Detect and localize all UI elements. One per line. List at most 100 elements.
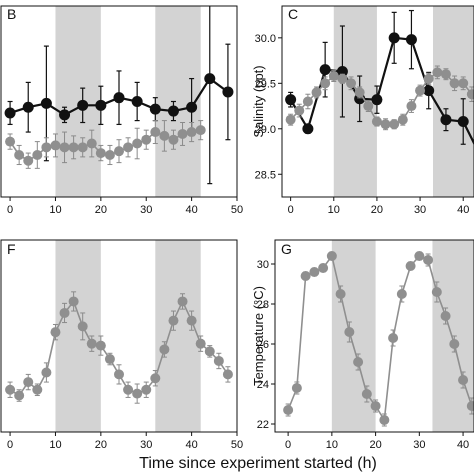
- panel-c-ytick-label-0: 28.5: [255, 169, 276, 181]
- panel-g-ytick-label-3: 28: [257, 299, 269, 311]
- panel-c-gray-point-19: [449, 78, 460, 89]
- panel-c-black-point-0: [285, 94, 297, 106]
- panel-b-black-point-9: [167, 105, 179, 117]
- panel-c-black-point-10: [457, 116, 469, 128]
- panel-c-black-point-3: [336, 65, 348, 77]
- panel-b-black-errorbar-11: [207, 6, 213, 185]
- panel-c-gray-point-4: [320, 78, 331, 89]
- panel-f-gray-point-18: [168, 315, 179, 326]
- panel-f-gray-point-15: [141, 384, 152, 395]
- panel-g-shade-0: [331, 240, 376, 432]
- panel-g-xtick-label-4: 40: [457, 439, 469, 451]
- panel-b-frame: [0, 5, 238, 198]
- panel-c-black-point-8: [423, 85, 435, 97]
- panel-g-gray-point-18: [440, 311, 451, 321]
- panel-b-gray-point-21: [195, 125, 206, 136]
- panel-f-gray-point-19: [177, 296, 188, 307]
- panel-c-black-point-7: [405, 34, 417, 46]
- panel-b-black-point-5: [95, 99, 107, 111]
- panel-c-letter: C: [288, 6, 298, 22]
- panel-b-gray-point-20: [186, 127, 197, 138]
- panel-b-series-gray: [5, 120, 206, 169]
- panel-b-gray-point-4: [41, 142, 52, 153]
- panel-b: 0 10 20 30 40 50 B: [0, 5, 243, 216]
- panel-c-series-gray: [285, 65, 474, 131]
- panel-c-xtick-label-1: 10: [328, 204, 340, 216]
- panel-f-gray-point-8: [77, 321, 88, 332]
- panel-c-gray-point-21: [466, 89, 474, 100]
- panel-g-gray-point-19: [449, 339, 460, 349]
- panel-b-xtick-label-5: 50: [231, 204, 243, 216]
- panel-g-gray-point-3: [309, 267, 320, 277]
- panel-g-gray-point-7: [344, 327, 355, 337]
- panel-b-black-point-8: [149, 103, 161, 115]
- panel-c-gray-point-0: [285, 114, 296, 125]
- panel-b-gray-point-3: [32, 149, 43, 160]
- panel-f-xtick-label-2: 20: [95, 439, 107, 451]
- panel-b-shade-0: [55, 6, 101, 197]
- panel-b-gray-point-1: [14, 149, 25, 160]
- panel-f: 0 10 20 30 40 50 F: [0, 239, 243, 451]
- panel-g-gray-point-1: [291, 383, 302, 393]
- panel-g-xtick-label-0: 0: [285, 439, 291, 451]
- panel-g-gray-point-2: [300, 271, 311, 281]
- panel-f-shade-1: [155, 240, 201, 432]
- panel-b-black-point-0: [4, 107, 16, 119]
- panel-f-gray-point-14: [132, 388, 143, 399]
- panel-b-gray-point-5: [50, 140, 61, 151]
- panel-b-black-point-6: [113, 92, 125, 104]
- panel-f-gray-point-5: [50, 327, 61, 338]
- panel-f-gray-point-6: [59, 307, 70, 318]
- panel-b-letter: B: [7, 6, 16, 22]
- panel-b-gray-point-9: [86, 138, 97, 149]
- panel-b-gray-point-8: [77, 142, 88, 153]
- panel-g-gray-point-14: [405, 261, 416, 271]
- panel-g-gray-point-10: [370, 401, 381, 411]
- panel-c-gray-point-12: [389, 119, 400, 130]
- panel-f-gray-point-12: [114, 369, 124, 380]
- panel-g-ytick-label-0: 22: [257, 419, 269, 431]
- panel-g-gray-point-20: [458, 375, 469, 385]
- panel-f-gray-point-21: [195, 338, 206, 349]
- panel-f-gray-point-13: [123, 384, 134, 395]
- panel-g-letter: G: [281, 241, 292, 257]
- panel-g-gray-point-6: [335, 289, 346, 299]
- panel-c-gray-point-15: [415, 85, 426, 96]
- panel-c-xtick-label-0: 0: [288, 204, 294, 216]
- panel-b-gray-point-10: [95, 148, 106, 159]
- panel-c-gray-point-2: [302, 96, 313, 107]
- panel-f-xtick-label-3: 30: [140, 439, 152, 451]
- panel-b-gray-point-11: [104, 149, 115, 160]
- panel-c-ytick-label-1: 29.0: [255, 124, 276, 136]
- panel-f-gray-point-24: [222, 369, 233, 380]
- panel-f-xtick-label-4: 40: [185, 439, 197, 451]
- panel-g-gray-point-11: [379, 415, 390, 425]
- panel-f-gray-point-2: [23, 377, 34, 388]
- panel-c-gray-point-16: [423, 73, 434, 84]
- panel-b-xtick-label-4: 40: [185, 204, 197, 216]
- panel-c-series-black: [285, 9, 474, 146]
- panel-b-black-point-2: [40, 97, 52, 109]
- panel-b-gray-point-16: [150, 127, 161, 138]
- panel-g-frame: [274, 239, 474, 433]
- panel-b-xtick-label-0: 0: [7, 204, 13, 216]
- panel-f-gray-point-17: [159, 344, 170, 355]
- panel-f-letter: F: [7, 241, 16, 257]
- panel-f-xtick-label-0: 0: [7, 439, 13, 451]
- panel-c-black-point-9: [440, 114, 452, 126]
- panel-c-gray-point-18: [440, 69, 451, 80]
- panel-f-gray-point-0: [5, 384, 16, 395]
- panel-b-gray-point-6: [59, 142, 70, 153]
- panel-f-xtick-label-1: 10: [49, 439, 61, 451]
- panel-f-gray-point-20: [186, 315, 197, 326]
- panel-f-xtick-label-5: 50: [231, 439, 243, 451]
- panel-c-gray-point-6: [337, 73, 348, 84]
- panel-f-gray-point-1: [14, 390, 25, 401]
- panel-g-ytick-label-1: 24: [257, 379, 269, 391]
- panel-b-shade-1: [155, 6, 201, 197]
- panel-c-ytick-label-2: 29.5: [255, 78, 276, 90]
- panel-g: 0 10 20 30 40 22 24 26 28 30 Temperature (°C) G: [251, 239, 474, 451]
- panel-c-xtick-label-2: 20: [371, 204, 383, 216]
- panel-g-gray-point-4: [318, 263, 329, 273]
- panel-g-ytick-label-4: 30: [257, 259, 269, 271]
